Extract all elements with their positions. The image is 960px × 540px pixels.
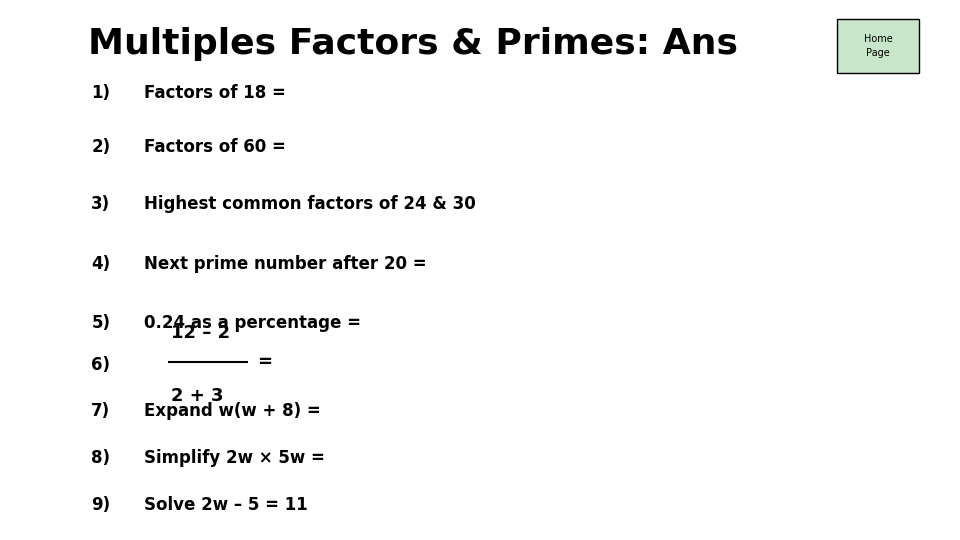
Text: Home
Page: Home Page [864, 35, 892, 57]
Text: 1): 1) [91, 84, 110, 102]
Text: =: = [257, 353, 273, 371]
Text: 5): 5) [91, 314, 110, 332]
Text: 6): 6) [91, 355, 110, 374]
Text: 0.24 as a percentage =: 0.24 as a percentage = [144, 314, 361, 332]
Text: 4): 4) [91, 255, 110, 273]
Text: 3): 3) [91, 195, 110, 213]
Text: 9): 9) [91, 496, 110, 514]
Text: 2): 2) [91, 138, 110, 156]
Text: 7): 7) [91, 402, 110, 420]
Text: Factors of 60 =: Factors of 60 = [144, 138, 286, 156]
Text: Factors of 18 =: Factors of 18 = [144, 84, 286, 102]
Text: Simplify 2w × 5w =: Simplify 2w × 5w = [144, 449, 324, 467]
Text: 12 – 2: 12 – 2 [171, 324, 230, 342]
Text: Next prime number after 20 =: Next prime number after 20 = [144, 255, 426, 273]
Text: 8): 8) [91, 449, 110, 467]
Text: Solve 2w – 5 = 11: Solve 2w – 5 = 11 [144, 496, 308, 514]
Text: Expand w(w + 8) =: Expand w(w + 8) = [144, 402, 321, 420]
Text: Highest common factors of 24 & 30: Highest common factors of 24 & 30 [144, 195, 476, 213]
Text: Multiples Factors & Primes: Ans: Multiples Factors & Primes: Ans [87, 27, 738, 61]
Text: 2 + 3: 2 + 3 [171, 387, 224, 405]
FancyBboxPatch shape [837, 19, 919, 73]
